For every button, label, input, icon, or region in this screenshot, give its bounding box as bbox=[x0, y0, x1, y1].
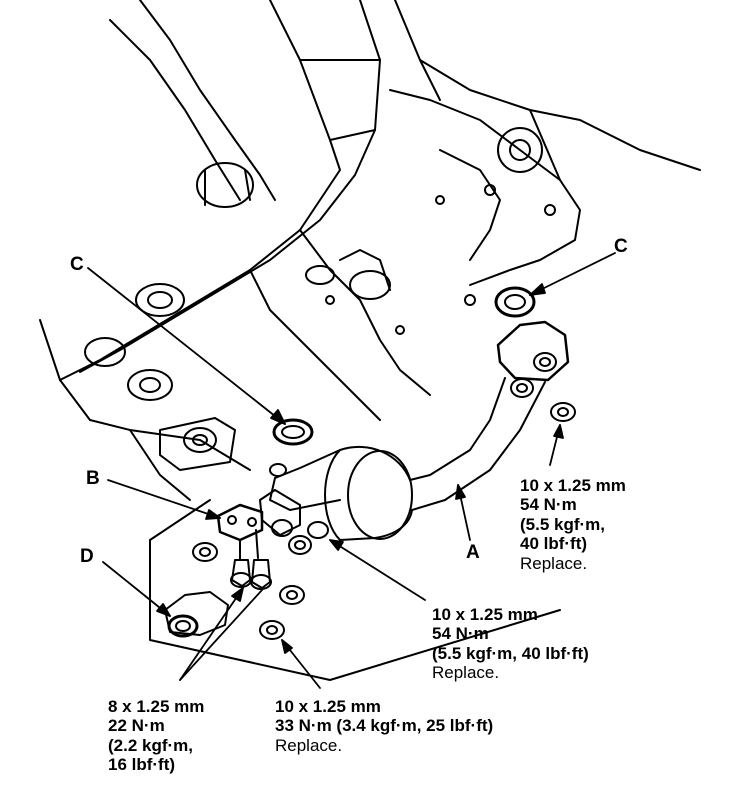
gasket-d bbox=[164, 591, 229, 638]
spec-right-nut-size: 10 x 1.25 mm bbox=[520, 476, 626, 495]
spec-bottom-nut-size: 10 x 1.25 mm bbox=[275, 697, 381, 716]
leader-lines[interactable] bbox=[87, 252, 616, 689]
spec-middle-nut-torque: 54 N·m bbox=[432, 624, 489, 644]
bracket-b bbox=[216, 503, 264, 561]
spec-bolt-torque: 22 N·m bbox=[108, 716, 165, 736]
bolts-and-nuts bbox=[192, 402, 576, 640]
label-b: B bbox=[86, 468, 100, 489]
gasket-c-lower bbox=[272, 418, 314, 446]
label-c-lower: C bbox=[70, 254, 84, 275]
spec-bolt-line4: 16 lbf·ft) bbox=[108, 755, 176, 775]
subframe-structure bbox=[39, 0, 701, 681]
spec-right-nut: 10 x 1.25 mm 54 N·m (5.5 kgf·m, 40 lbf·f… bbox=[520, 476, 626, 573]
spec-right-nut-line3: (5.5 kgf·m, bbox=[520, 514, 606, 534]
label-d: D bbox=[80, 546, 94, 567]
spec-bottom-nut-torque: 33 N·m (3.4 kgf·m, 25 lbf·ft) bbox=[275, 716, 494, 736]
spec-bolt-size: 8 x 1.25 mm bbox=[108, 697, 205, 716]
spec-middle-nut: 10 x 1.25 mm 54 N·m (5.5 kgf·m, 40 lbf·f… bbox=[432, 605, 589, 683]
spec-middle-nut-note: Replace. bbox=[432, 663, 500, 683]
spec-middle-nut-metric: (5.5 kgf·m, 40 lbf·ft) bbox=[432, 643, 589, 663]
exhaust-pipe-a bbox=[259, 320, 570, 555]
spec-bolt-line3: (2.2 kgf·m, bbox=[108, 735, 194, 755]
spec-right-nut-note: Replace. bbox=[520, 553, 588, 573]
label-c-upper: C bbox=[614, 236, 628, 257]
label-a: A bbox=[466, 542, 480, 563]
spec-bolt: 8 x 1.25 mm 22 N·m (2.2 kgf·m, 16 lbf·ft… bbox=[108, 697, 204, 775]
spec-bottom-nut: 10 x 1.25 mm 33 N·m (3.4 kgf·m, 25 lbf·f… bbox=[275, 697, 493, 755]
spec-bottom-nut-note: Replace. bbox=[275, 735, 343, 755]
spec-right-nut-torque: 54 N·m bbox=[520, 495, 577, 515]
spec-right-nut-line4: 40 lbf·ft) bbox=[520, 534, 588, 554]
spec-middle-nut-size: 10 x 1.25 mm bbox=[432, 605, 538, 624]
gasket-c-upper bbox=[494, 286, 536, 318]
